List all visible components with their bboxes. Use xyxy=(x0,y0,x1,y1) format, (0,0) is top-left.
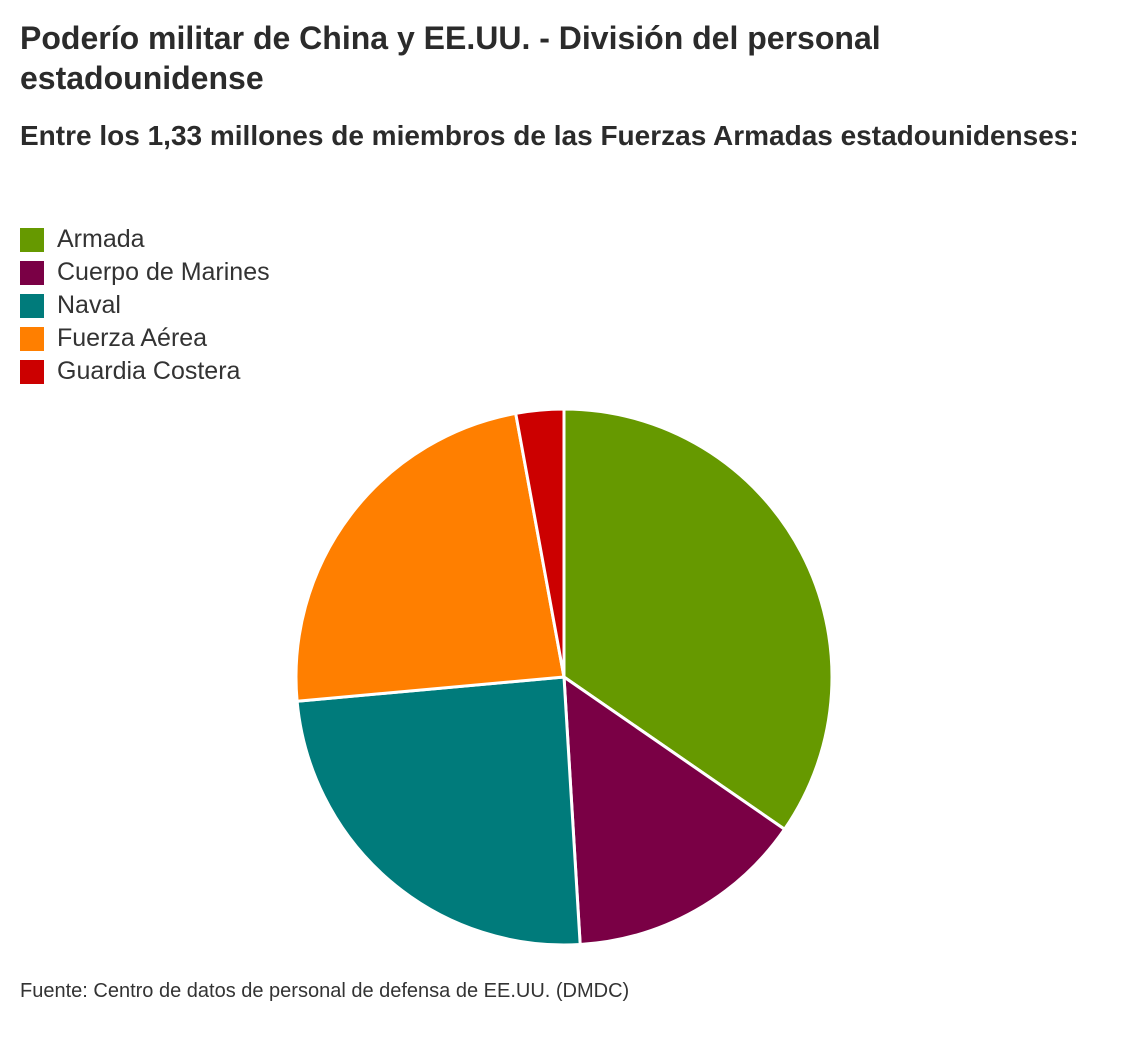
source-note: Fuente: Centro de datos de personal de d… xyxy=(20,980,630,1002)
legend-item: Guardia Costera xyxy=(20,355,270,388)
legend-swatch xyxy=(20,293,44,318)
legend-swatch xyxy=(20,326,44,351)
pie-slice xyxy=(294,411,566,703)
pie-slice xyxy=(295,675,582,947)
legend-label: Cuerpo de Marines xyxy=(57,258,270,286)
legend-label: Fuerza Aérea xyxy=(57,324,208,352)
legend-label: Armada xyxy=(57,225,145,253)
pie-slice xyxy=(562,407,834,831)
legend-swatch xyxy=(20,227,44,252)
legend-swatch xyxy=(20,359,44,384)
legend-item: Naval xyxy=(20,289,270,322)
pie-slice xyxy=(514,407,566,679)
legend-label: Naval xyxy=(57,291,121,319)
legend-swatch xyxy=(20,260,44,285)
chart-legend: Armada Cuerpo de Marines Naval Fuerza Aérea… xyxy=(20,223,270,388)
legend-item: Cuerpo de Marines xyxy=(20,256,270,289)
pie-slice xyxy=(562,675,787,947)
chart-title: Poderío militar de China y EE.UU. - Divi… xyxy=(20,20,881,96)
chart-subtitle: Entre los 1,33 millones de miembros de l… xyxy=(20,120,1079,151)
legend-item: Fuerza Aérea xyxy=(20,322,270,355)
legend-label: Guardia Costera xyxy=(57,357,241,385)
legend-item: Armada xyxy=(20,223,270,256)
